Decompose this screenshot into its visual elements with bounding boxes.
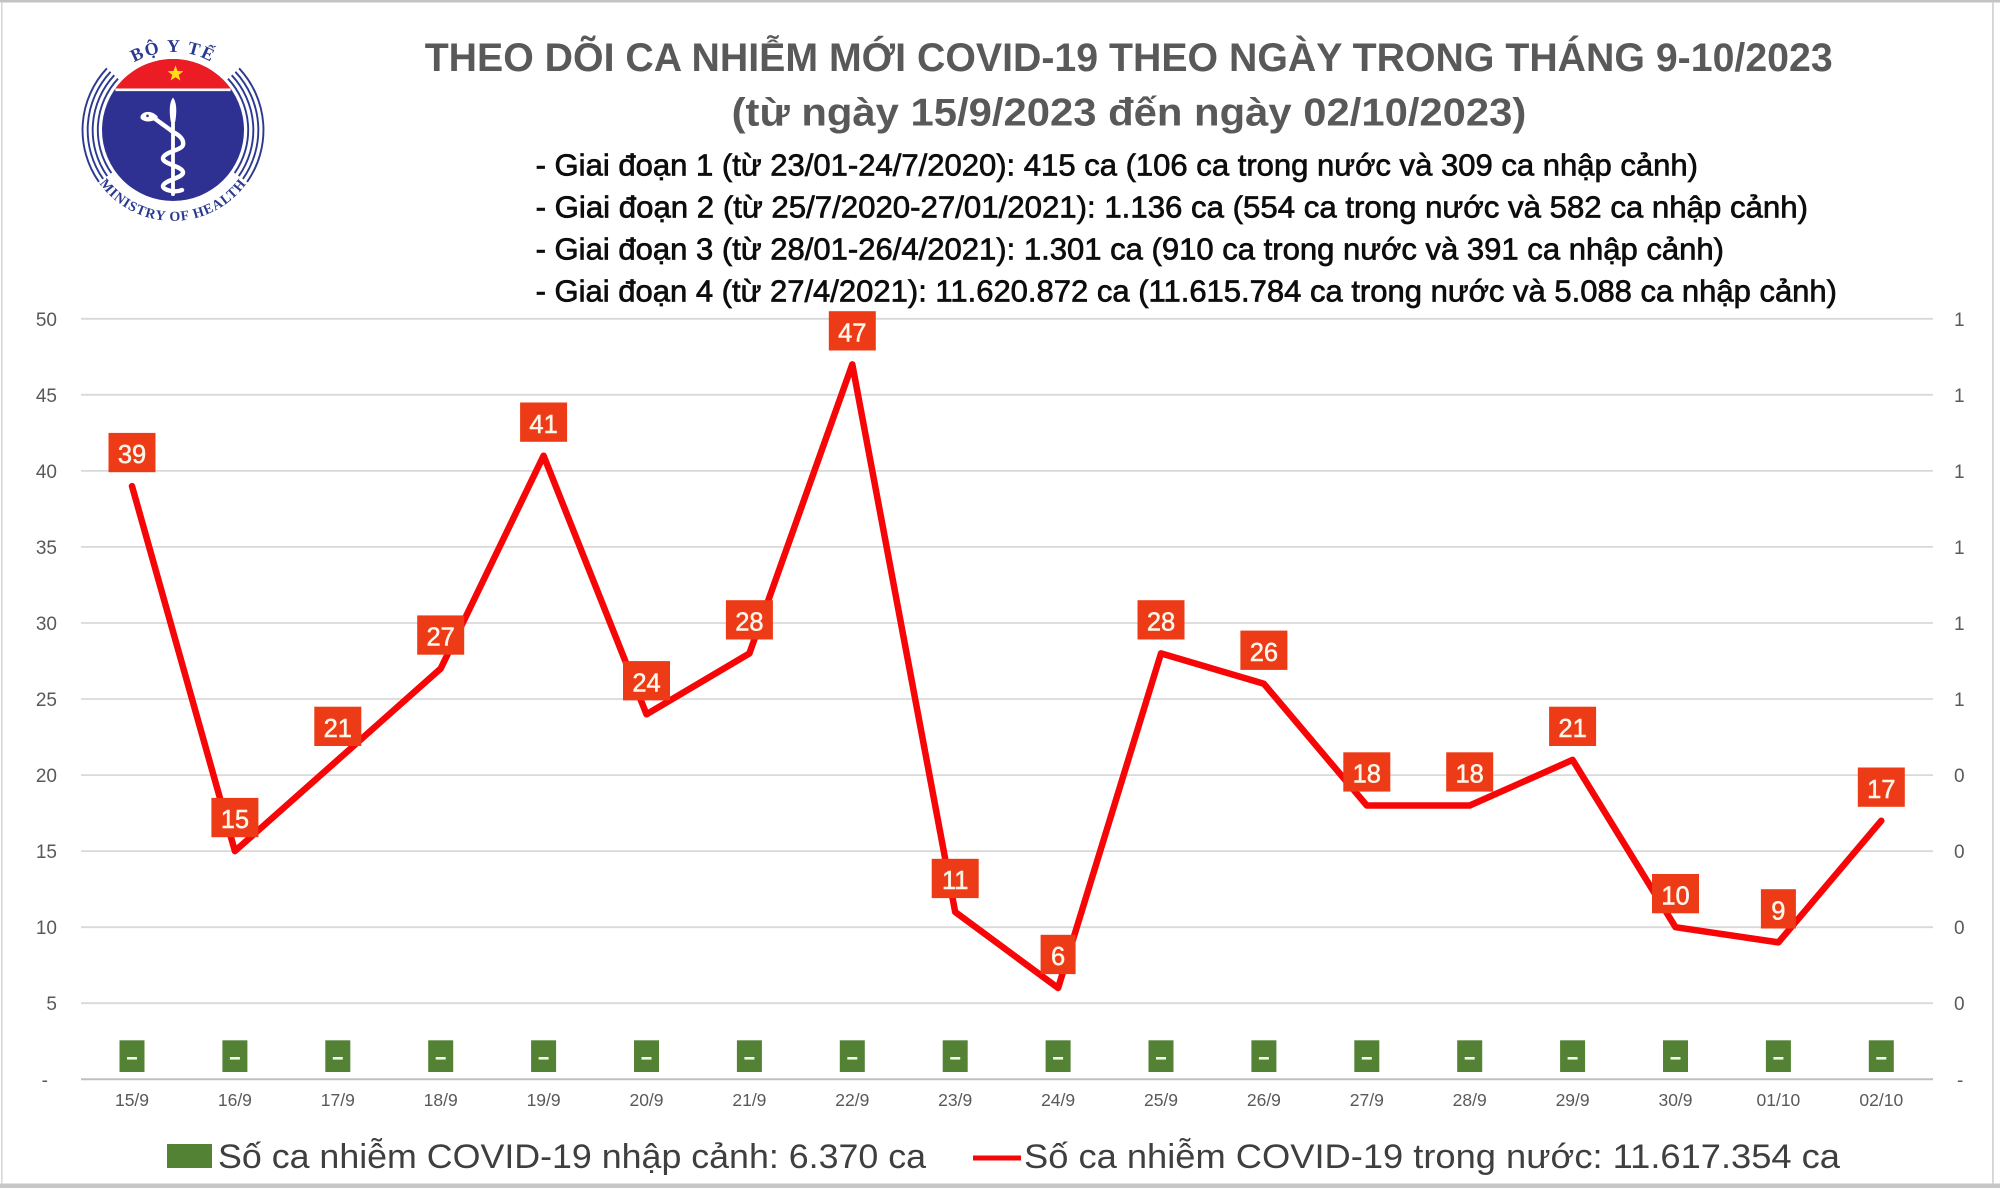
svg-text:- Giai đoạn 4 (từ 27/4/2021):: - Giai đoạn 4 (từ 27/4/2021): 11.620.872… (536, 275, 1837, 309)
svg-text:30: 30 (36, 614, 57, 635)
svg-text:Số ca nhiễm COVID-19 trong nướ: Số ca nhiễm COVID-19 trong nước: 11.617.… (1024, 1138, 1840, 1176)
svg-text:27/9: 27/9 (1350, 1090, 1384, 1110)
svg-text:22/9: 22/9 (835, 1090, 869, 1110)
svg-text:20/9: 20/9 (629, 1090, 663, 1110)
svg-text:17: 17 (1867, 776, 1895, 804)
svg-text:40: 40 (36, 462, 57, 483)
svg-text:15: 15 (221, 806, 249, 834)
svg-text:21: 21 (324, 715, 352, 743)
svg-text:1: 1 (1954, 386, 1965, 407)
svg-text:11: 11 (942, 867, 968, 895)
svg-text:THEO DÕI CA NHIỄM MỚI COVID-19: THEO DÕI CA NHIỄM MỚI COVID-19 THEO NGÀY… (425, 34, 1833, 80)
svg-text:0: 0 (1954, 842, 1965, 863)
svg-text:6: 6 (1051, 943, 1065, 971)
svg-text:21/9: 21/9 (732, 1090, 766, 1110)
svg-text:27: 27 (427, 624, 455, 652)
svg-text:15: 15 (36, 842, 57, 863)
svg-text:(từ ngày 15/9/2023 đến ngày 02: (từ ngày 15/9/2023 đến ngày 02/10/2023) (732, 92, 1527, 135)
svg-text:45: 45 (36, 386, 57, 407)
svg-text:39: 39 (118, 441, 146, 469)
svg-text:Số ca nhiễm COVID-19 nhập cảnh: Số ca nhiễm COVID-19 nhập cảnh: 6.370 ca (218, 1138, 926, 1176)
svg-text:25: 25 (36, 690, 57, 711)
svg-text:24/9: 24/9 (1041, 1090, 1075, 1110)
svg-text:19/9: 19/9 (527, 1090, 561, 1110)
svg-text:47: 47 (838, 320, 866, 348)
svg-text:-: - (1957, 1070, 1963, 1091)
svg-text:16/9: 16/9 (218, 1090, 252, 1110)
svg-text:9: 9 (1771, 898, 1785, 926)
svg-text:0: 0 (1954, 766, 1965, 787)
svg-text:28/9: 28/9 (1453, 1090, 1487, 1110)
svg-text:1: 1 (1954, 310, 1965, 331)
svg-text:35: 35 (36, 538, 57, 559)
svg-text:0: 0 (1954, 994, 1965, 1015)
svg-text:25/9: 25/9 (1144, 1090, 1178, 1110)
svg-text:30/9: 30/9 (1658, 1090, 1692, 1110)
svg-text:28: 28 (735, 609, 763, 637)
svg-text:23/9: 23/9 (938, 1090, 972, 1110)
svg-text:41: 41 (529, 411, 557, 439)
svg-text:26/9: 26/9 (1247, 1090, 1281, 1110)
svg-text:29/9: 29/9 (1556, 1090, 1590, 1110)
svg-text:5: 5 (46, 994, 57, 1015)
svg-text:18: 18 (1456, 761, 1484, 789)
svg-text:28: 28 (1147, 609, 1175, 637)
svg-text:10: 10 (1661, 882, 1689, 910)
svg-text:26: 26 (1250, 639, 1278, 667)
svg-text:10: 10 (36, 918, 57, 939)
svg-text:18/9: 18/9 (424, 1090, 458, 1110)
svg-text:21: 21 (1558, 715, 1586, 743)
svg-text:1: 1 (1954, 614, 1965, 635)
svg-text:- Giai đoạn 2 (từ 25/7/2020-27: - Giai đoạn 2 (từ 25/7/2020-27/01/2021):… (536, 191, 1808, 225)
svg-text:18: 18 (1353, 761, 1381, 789)
svg-text:- Giai đoạn 1 (từ 23/01-24/7/2: - Giai đoạn 1 (từ 23/01-24/7/2020): 415 … (536, 149, 1698, 183)
svg-text:01/10: 01/10 (1757, 1090, 1801, 1110)
svg-text:20: 20 (36, 766, 57, 787)
svg-text:1: 1 (1954, 462, 1965, 483)
svg-text:50: 50 (36, 310, 57, 331)
svg-text:24: 24 (632, 669, 660, 697)
svg-text:15/9: 15/9 (115, 1090, 149, 1110)
svg-text:17/9: 17/9 (321, 1090, 355, 1110)
svg-text:1: 1 (1954, 690, 1965, 711)
svg-text:02/10: 02/10 (1859, 1090, 1903, 1110)
svg-text:0: 0 (1954, 918, 1965, 939)
svg-text:-: - (42, 1070, 48, 1091)
svg-text:1: 1 (1954, 538, 1965, 559)
svg-text:- Giai đoạn 3 (từ 28/01-26/4/2: - Giai đoạn 3 (từ 28/01-26/4/2021): 1.30… (536, 233, 1724, 267)
